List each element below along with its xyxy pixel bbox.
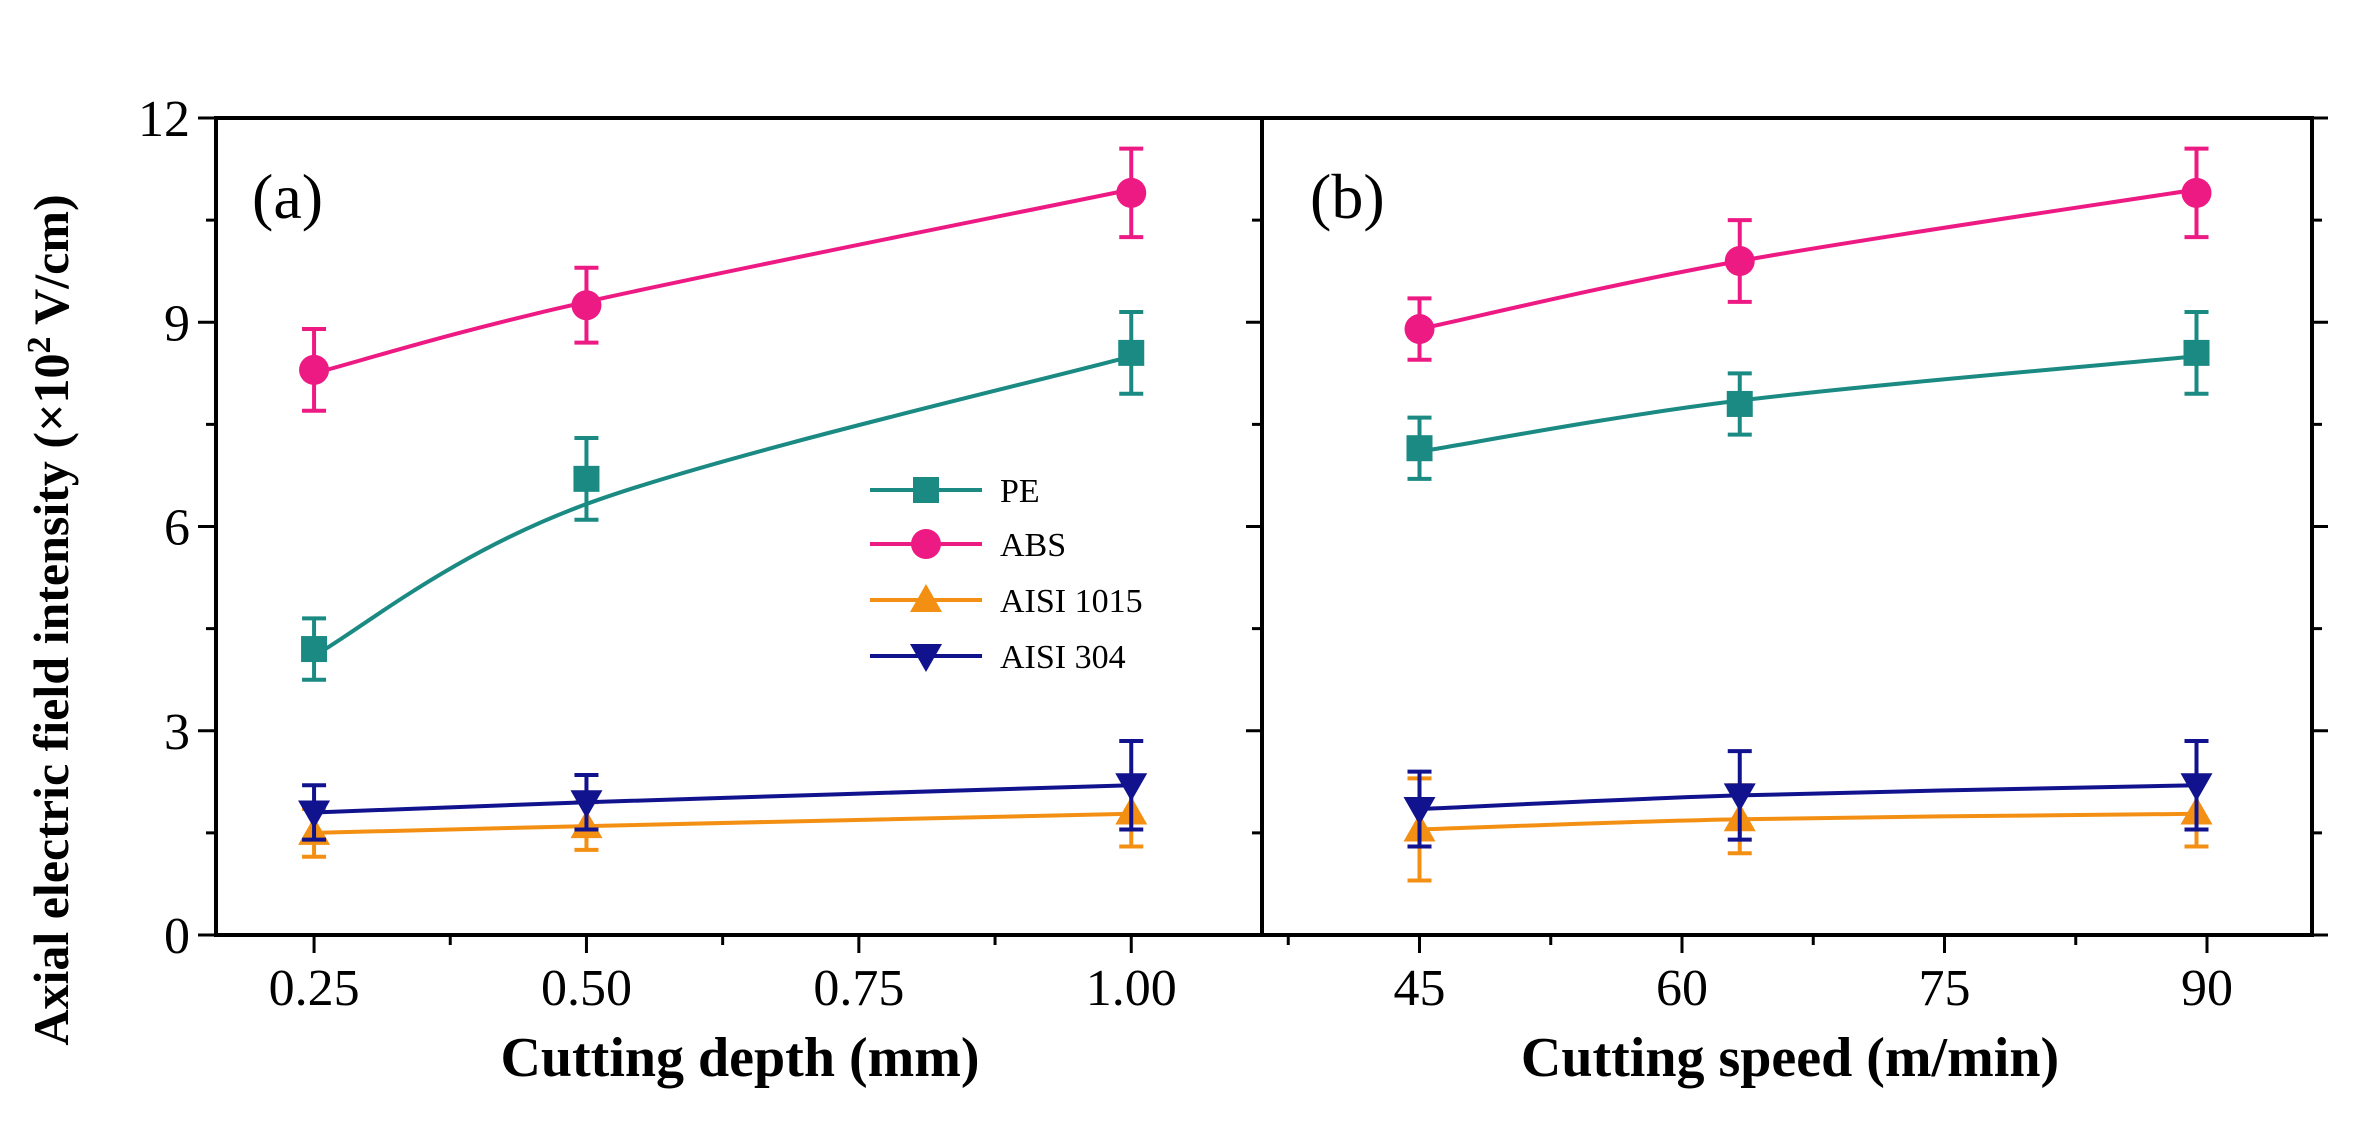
legend-marker-pe bbox=[913, 477, 939, 503]
legend-marker-aisi-1015 bbox=[910, 584, 942, 612]
legend-label-aisi-304: AISI 304 bbox=[1000, 639, 1126, 676]
panel-label-a: (a) bbox=[252, 161, 323, 232]
legend-marker-abs bbox=[911, 529, 941, 559]
legend-item-abs: ABS bbox=[870, 527, 1066, 564]
x-axis-label-b: Cutting speed (m/min) bbox=[1521, 1027, 2059, 1089]
x-tick-label-b: 90 bbox=[2181, 960, 2233, 1017]
data-point-b-aisi-304 bbox=[1723, 783, 1756, 812]
legend-label-abs: ABS bbox=[1000, 527, 1066, 564]
x-tick-label-a: 0.50 bbox=[541, 960, 632, 1017]
x-tick-label-a: 1.00 bbox=[1086, 960, 1177, 1017]
y-tick-label: 6 bbox=[164, 500, 190, 557]
data-point-b-pe bbox=[1406, 435, 1433, 462]
data-point-b-abs bbox=[2181, 177, 2212, 208]
data-point-b-abs bbox=[1404, 314, 1435, 345]
data-point-b-aisi-304 bbox=[1403, 797, 1436, 826]
data-point-b-abs bbox=[1724, 245, 1755, 276]
data-point-a-pe bbox=[301, 636, 328, 663]
fit-line-b-aisi-304 bbox=[1419, 783, 2197, 812]
x-tick-label-b: 75 bbox=[1919, 960, 1971, 1017]
fit-line-a-pe bbox=[313, 354, 1132, 658]
legend: PE ABS AISI 1015 AISI 304 bbox=[870, 473, 1143, 676]
fit-line-b-pe bbox=[1419, 354, 2197, 454]
axes: 0.25 0.50 0.75 1.00 0 3 6 9 12 45 60 75 90 bbox=[138, 91, 2328, 1017]
x-tick-label-a: 0.25 bbox=[269, 960, 360, 1017]
fit-line-b-aisi-1015 bbox=[1419, 811, 2197, 832]
y-axis-label: Axial electric field intensity (×102 V/c… bbox=[21, 194, 79, 1045]
legend-item-pe: PE bbox=[870, 473, 1040, 510]
fit-line-a-aisi-304 bbox=[313, 783, 1132, 815]
legend-item-aisi-1015: AISI 1015 bbox=[870, 583, 1143, 620]
fit-line-b-abs bbox=[1419, 187, 2197, 332]
x-tick-label-a: 0.75 bbox=[813, 960, 904, 1017]
y-tick-label: 9 bbox=[164, 295, 190, 352]
data-point-a-pe bbox=[573, 465, 600, 492]
x-tick-label-b: 45 bbox=[1394, 960, 1446, 1017]
x-axis-label-a: Cutting depth (mm) bbox=[500, 1027, 979, 1089]
data-point-b-pe bbox=[2183, 339, 2210, 366]
data-point-a-aisi-304 bbox=[298, 800, 331, 829]
data-point-b-pe bbox=[1726, 390, 1753, 417]
panel-label-b: (b) bbox=[1310, 161, 1385, 232]
legend-label-aisi-1015: AISI 1015 bbox=[1000, 583, 1143, 620]
legend-item-aisi-304: AISI 304 bbox=[870, 639, 1126, 676]
y-tick-label: 12 bbox=[138, 91, 190, 148]
data-point-a-abs bbox=[299, 354, 330, 385]
data-point-a-aisi-304 bbox=[570, 790, 603, 819]
data-layer bbox=[298, 146, 2213, 883]
data-point-a-abs bbox=[571, 290, 602, 321]
legend-marker-aisi-304 bbox=[910, 644, 942, 672]
fit-line-a-aisi-1015 bbox=[314, 811, 1132, 835]
legend-label-pe: PE bbox=[1000, 473, 1040, 510]
fit-line-a-abs bbox=[313, 187, 1132, 376]
x-tick-label-b: 60 bbox=[1656, 960, 1708, 1017]
y-tick-label: 3 bbox=[164, 704, 190, 761]
data-point-b-aisi-304 bbox=[2180, 773, 2213, 802]
y-tick-label: 0 bbox=[164, 908, 190, 965]
data-point-a-aisi-304 bbox=[1115, 773, 1148, 802]
data-point-a-abs bbox=[1116, 177, 1147, 208]
data-point-a-pe bbox=[1118, 339, 1145, 366]
